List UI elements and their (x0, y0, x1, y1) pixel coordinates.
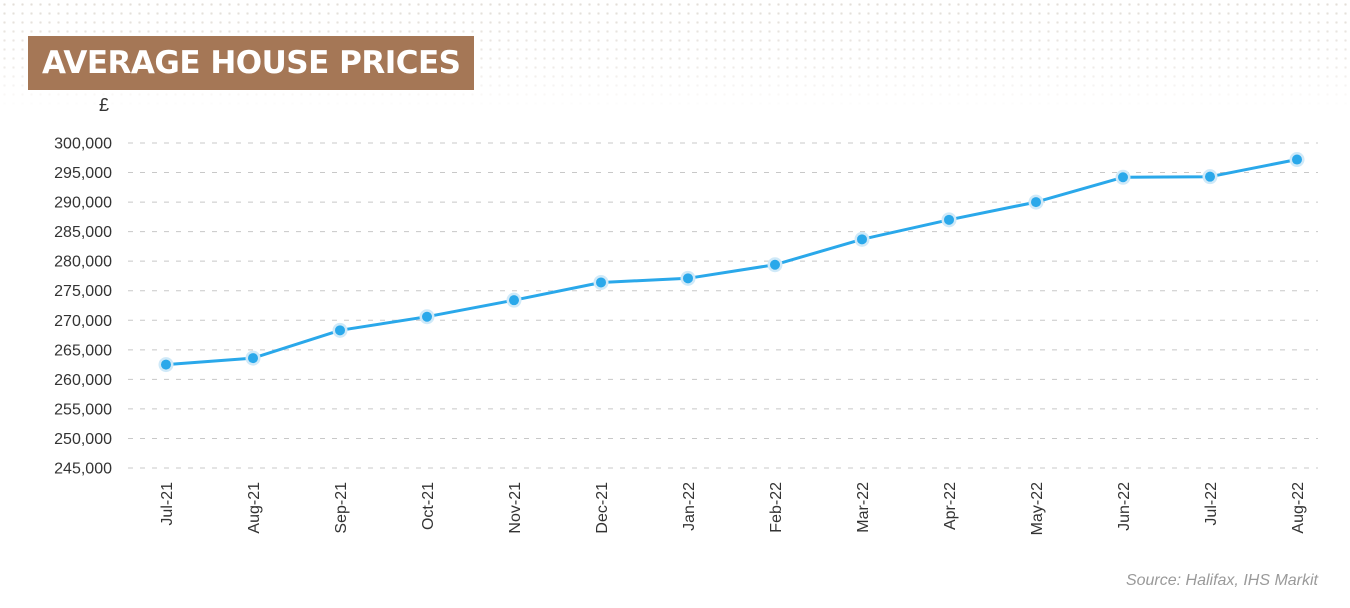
y-tick-label: 265,000 (54, 342, 112, 359)
data-point-marker (857, 234, 867, 245)
data-point-marker (1292, 154, 1302, 165)
data-point-marker (683, 273, 693, 284)
data-point-marker (944, 214, 954, 225)
data-point-marker (1118, 172, 1128, 183)
data-point (593, 274, 609, 290)
data-point-marker (1031, 197, 1041, 208)
y-tick-label: 275,000 (54, 283, 112, 300)
y-tick-label: 295,000 (54, 165, 112, 182)
y-tick-label: 270,000 (54, 313, 112, 330)
y-tick-label: 245,000 (54, 461, 112, 478)
x-tick-label: May-22 (1029, 482, 1046, 535)
y-tick-label: 255,000 (54, 401, 112, 418)
data-point (419, 309, 435, 325)
x-tick-label: Nov-21 (507, 482, 524, 534)
chart-title: AVERAGE HOUSE PRICES (28, 36, 475, 90)
data-point-marker (335, 325, 345, 336)
y-tick-label: 250,000 (54, 431, 112, 448)
x-tick-label: Apr-22 (942, 482, 959, 530)
x-tick-label: Jun-22 (1116, 482, 1133, 531)
x-tick-label: Jul-22 (1203, 482, 1220, 526)
x-tick-label: Feb-22 (768, 482, 785, 533)
data-point (1202, 169, 1218, 185)
x-tick-label: Mar-22 (855, 482, 872, 533)
data-point (332, 322, 348, 338)
data-point-marker (161, 359, 171, 370)
data-point (158, 357, 174, 373)
y-tick-label: 285,000 (54, 224, 112, 241)
data-point (941, 212, 957, 228)
x-tick-label: Aug-22 (1290, 482, 1307, 534)
x-tick-label: Jan-22 (681, 482, 698, 531)
y-tick-label: 300,000 (54, 136, 112, 153)
data-point (1115, 169, 1131, 185)
gridlines (128, 142, 1318, 469)
data-point (1028, 194, 1044, 210)
data-point-marker (509, 295, 519, 306)
x-tick-label: Jul-21 (159, 482, 176, 526)
x-tick-label: Sep-21 (333, 482, 350, 534)
series-line (164, 158, 1299, 367)
y-tick-label: 260,000 (54, 372, 112, 389)
y-axis-tick-labels: 245,000 250,000 255,000 260,000 265,000 270,0… (54, 136, 112, 478)
x-tick-label: Dec-21 (594, 482, 611, 534)
data-point (1289, 152, 1305, 168)
data-point-marker (422, 311, 432, 322)
price-series (158, 152, 1305, 373)
data-point (767, 257, 783, 273)
y-axis-unit-label: £ (99, 95, 110, 115)
source-note: Source: Halifax, IHS Markit (1125, 572, 1318, 589)
data-point (680, 270, 696, 286)
data-point-marker (248, 353, 258, 364)
data-point (245, 350, 261, 366)
data-point (506, 292, 522, 308)
data-point-marker (596, 277, 606, 288)
x-tick-label: Aug-21 (246, 482, 263, 534)
data-point (854, 231, 870, 247)
data-point-marker (1205, 171, 1215, 182)
y-tick-label: 290,000 (54, 195, 112, 212)
y-tick-label: 280,000 (54, 254, 112, 271)
x-axis-tick-labels: Jul-21 Aug-21 Sep-21 Oct-21 Nov-21 Dec-21 Jan-… (159, 482, 1307, 535)
data-point-marker (770, 259, 780, 270)
x-tick-label: Oct-21 (420, 482, 437, 530)
